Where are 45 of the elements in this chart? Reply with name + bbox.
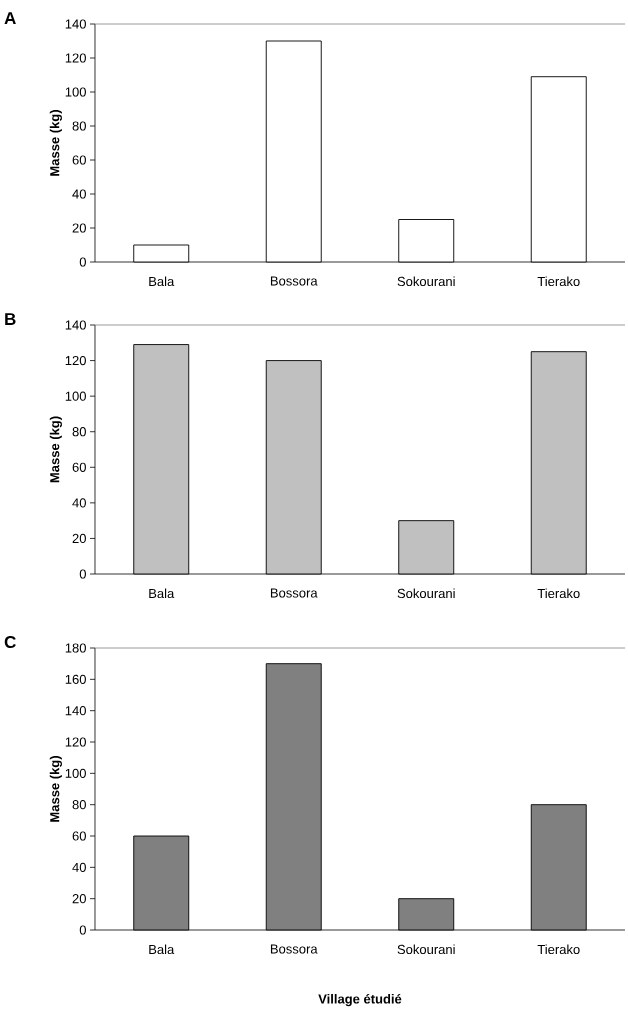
y-tick-label: 120 (65, 355, 86, 366)
x-tick-label: Tierako (537, 588, 580, 599)
y-tick-label: 0 (79, 257, 86, 267)
x-tick-label: Bala (149, 588, 175, 599)
x-tick-label: Sokourani (397, 944, 455, 955)
y-tick-label: 40 (72, 189, 86, 199)
y-tick-label: 120 (65, 737, 86, 747)
y-tick-label: 40 (72, 862, 86, 872)
x-tick-label: Sokourani (397, 588, 455, 599)
y-tick-label: 140 (65, 19, 86, 29)
x-tick-label: Tierako (537, 276, 580, 287)
y-tick-label: 60 (72, 462, 86, 472)
y-axis-title: Masse (kg) (49, 756, 62, 822)
y-tick-label: 120 (65, 53, 86, 63)
x-tick-label: Bossora (270, 944, 318, 954)
y-tick-label: 80 (72, 427, 86, 437)
x-tick-label: Bossora (270, 588, 318, 598)
y-tick-label: 140 (65, 320, 86, 330)
y-tick-label: 20 (72, 894, 86, 904)
y-tick-label: 100 (65, 87, 86, 97)
x-tick-label: Bala (149, 944, 175, 955)
y-tick-label: 80 (72, 121, 86, 131)
y-tick-label: 160 (65, 674, 86, 684)
chart-title: A (4, 12, 16, 24)
y-tick-label: 80 (72, 800, 86, 810)
x-tick-label: Bala (149, 276, 175, 287)
x-tick-label: Bossora (270, 276, 318, 286)
y-tick-label: 20 (72, 533, 86, 544)
y-axis-title: Masse (kg) (49, 416, 62, 483)
x-axis-title: Village étudié (318, 993, 402, 1007)
chart-title: B (5, 313, 16, 325)
y-tick-label: 100 (65, 768, 86, 778)
y-axis-title: Masse (kg) (49, 110, 62, 176)
y-tick-label: 60 (72, 155, 86, 165)
y-tick-label: 180 (65, 643, 86, 653)
y-tick-label: 20 (72, 223, 86, 233)
y-tick-label: 60 (72, 831, 86, 841)
x-tick-label: Sokourani (397, 276, 455, 287)
chart-title: C (4, 636, 16, 649)
y-tick-label: 40 (72, 498, 86, 508)
y-tick-label: 0 (79, 925, 86, 935)
y-tick-label: 140 (65, 706, 86, 716)
x-tick-label: Tierako (537, 944, 580, 955)
y-tick-label: 100 (65, 391, 86, 401)
y-tick-label: 0 (79, 569, 86, 579)
